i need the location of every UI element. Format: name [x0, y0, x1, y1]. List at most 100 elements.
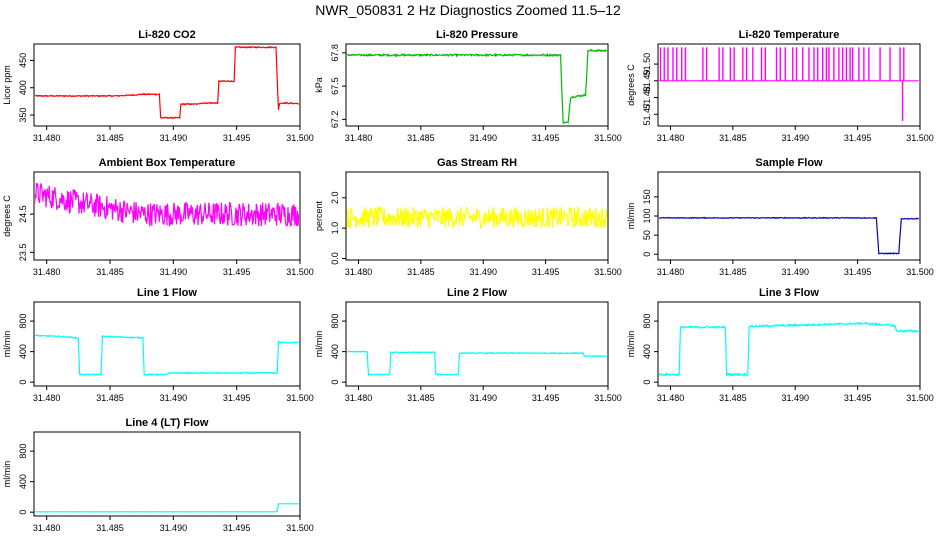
y-tick-label: 800 — [330, 314, 340, 329]
x-tick-label: 31.500 — [906, 133, 934, 143]
chart-title: Sample Flow — [755, 157, 823, 169]
x-tick-label: 31.500 — [286, 523, 314, 533]
plot-frame — [657, 301, 921, 387]
series-line-1 — [35, 45, 299, 120]
chart-panel-8: Line 2 Flow ml/min 31.480 31.485 31.490 31.49… — [314, 287, 622, 403]
x-tick-label: 31.480 — [345, 267, 373, 277]
chart-title: Line 3 Flow — [759, 287, 819, 299]
x-tick-label: 31.480 — [345, 133, 373, 143]
x-tick-label: 31.485 — [407, 267, 435, 277]
x-tick-label: 31.500 — [906, 267, 934, 277]
y-axis-label: ml/min — [2, 331, 12, 358]
y-tick-label: 400 — [642, 344, 652, 359]
x-tick-label: 31.480 — [345, 393, 373, 403]
y-tick-label: 67.2 — [330, 111, 340, 129]
y-tick-label: 800 — [18, 314, 28, 329]
plot-frame — [657, 43, 921, 127]
y-axis-label: degrees C — [626, 64, 636, 106]
x-tick-label: 31.500 — [594, 133, 622, 143]
y-tick-label: 24.5 — [18, 205, 28, 223]
series-line-1 — [35, 182, 299, 227]
chart-title: Line 1 Flow — [137, 287, 197, 299]
x-tick-label: 31.480 — [657, 393, 685, 403]
x-tick-label: 31.480 — [33, 523, 61, 533]
y-tick-label: 50 — [642, 230, 652, 240]
y-tick-label: 0 — [18, 510, 28, 515]
chart-panel-5: Gas Stream RH percent 31.480 31.485 31.490 31… — [314, 157, 622, 277]
y-tick-label: 51.49 — [642, 70, 652, 93]
chart-panel-1: Li‑820 CO2 Licor ppm 31.480 31.485 31.490 31.… — [2, 29, 314, 143]
y-tick-label: 350 — [18, 108, 28, 123]
x-tick-label: 31.490 — [160, 393, 188, 403]
chart-panel-9: Line 3 Flow ml/min 31.480 31.485 31.490 31.49… — [626, 287, 934, 403]
y-axis-label: degrees C — [2, 195, 12, 237]
plot-frame — [33, 431, 301, 517]
x-tick-label: 31.500 — [594, 267, 622, 277]
x-tick-label: 31.485 — [407, 133, 435, 143]
x-tick-label: 31.485 — [719, 393, 747, 403]
plot-frame — [345, 171, 609, 261]
plot-frame — [345, 43, 609, 127]
y-tick-label: 400 — [330, 344, 340, 359]
chart-panel-7: Line 1 Flow ml/min 31.480 31.485 31.490 31.49… — [2, 287, 314, 403]
x-tick-label: 31.495 — [223, 523, 251, 533]
x-tick-label: 31.500 — [594, 393, 622, 403]
x-tick-label: 31.500 — [286, 393, 314, 403]
x-tick-label: 31.500 — [906, 393, 934, 403]
y-tick-label: 400 — [18, 344, 28, 359]
y-tick-label: 23.5 — [18, 244, 28, 262]
plot-frame — [33, 301, 301, 387]
y-axis-label: Licor ppm — [2, 65, 12, 105]
chart-title: Li‑820 CO2 — [138, 29, 195, 41]
y-tick-label: 800 — [642, 314, 652, 329]
y-tick-label: 0.0 — [330, 252, 340, 265]
chart-panel-3: Li‑820 Temperature degrees C 31.480 31.485 3… — [626, 29, 934, 143]
series-line-1 — [659, 216, 919, 255]
plot-frame — [33, 171, 301, 261]
chart-panel-10: Line 4 (LT) Flow ml/min 31.480 31.485 31.490… — [2, 417, 314, 533]
y-tick-label: 150 — [642, 189, 652, 204]
chart-title: Li‑820 Temperature — [739, 29, 840, 41]
y-tick-label: 51.48 — [642, 86, 652, 109]
x-tick-label: 31.480 — [657, 133, 685, 143]
y-axis-label: percent — [314, 200, 324, 231]
y-tick-label: 400 — [18, 80, 28, 95]
chart-title: Line 2 Flow — [447, 287, 507, 299]
y-tick-label: 67.8 — [330, 44, 340, 62]
x-tick-label: 31.490 — [469, 267, 497, 277]
chart-title: Ambient Box Temperature — [99, 157, 236, 169]
y-tick-label: 1.0 — [330, 222, 340, 235]
x-tick-label: 31.480 — [33, 393, 61, 403]
y-tick-label: 0 — [330, 380, 340, 385]
x-tick-label: 31.490 — [160, 133, 188, 143]
y-axis-label: ml/min — [626, 331, 636, 358]
x-tick-label: 31.485 — [407, 393, 435, 403]
y-tick-label: 2.0 — [330, 192, 340, 205]
x-tick-label: 31.490 — [781, 267, 809, 277]
plot-frame — [657, 171, 921, 261]
x-tick-label: 31.490 — [781, 133, 809, 143]
series-line-1 — [35, 503, 299, 513]
x-tick-label: 31.490 — [469, 393, 497, 403]
plot-frame — [33, 43, 301, 127]
x-tick-label: 31.495 — [844, 133, 872, 143]
y-axis-label: kPa — [314, 77, 324, 93]
y-tick-label: 67.5 — [330, 77, 340, 95]
x-tick-label: 31.495 — [223, 393, 251, 403]
x-tick-label: 31.495 — [223, 133, 251, 143]
series-line-1 — [347, 350, 607, 377]
x-tick-label: 31.495 — [844, 267, 872, 277]
x-tick-label: 31.495 — [532, 393, 560, 403]
x-tick-label: 31.500 — [286, 133, 314, 143]
x-tick-label: 31.485 — [719, 267, 747, 277]
x-tick-label: 31.480 — [33, 267, 61, 277]
y-tick-label: 51.50 — [642, 53, 652, 76]
y-tick-label: 0 — [18, 380, 28, 385]
x-tick-label: 31.485 — [96, 393, 124, 403]
plot-frame — [345, 301, 609, 387]
chart-title: Gas Stream RH — [437, 157, 517, 169]
y-axis-label: ml/min — [2, 461, 12, 488]
x-tick-label: 31.485 — [96, 133, 124, 143]
series-line-1 — [347, 48, 607, 125]
x-tick-label: 31.485 — [96, 267, 124, 277]
